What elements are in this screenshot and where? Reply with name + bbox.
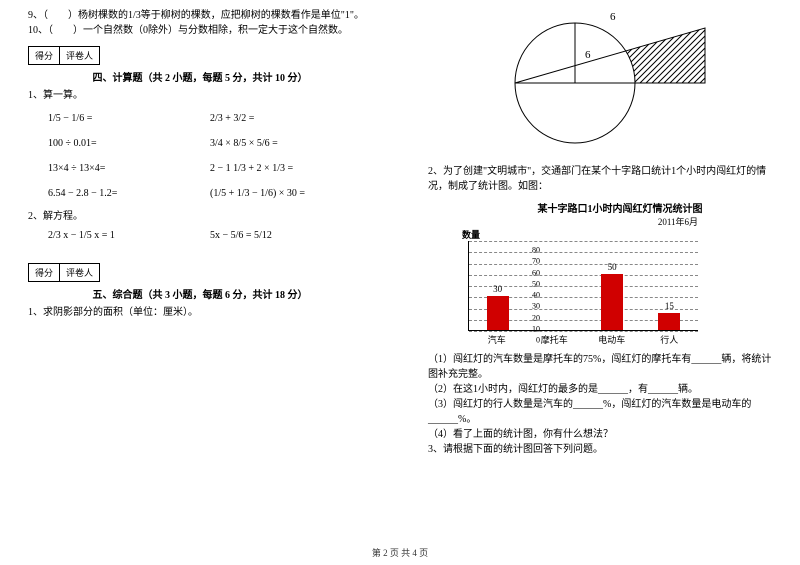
eq-1a: 1/5 − 1/6 = [28,113,210,124]
ytick: 50 [532,279,540,288]
eq-4b: (1/5 + 1/3 − 1/6) × 30 = [210,188,372,199]
ytick: 40 [532,291,540,300]
eq-4a: 6.54 − 2.8 − 1.2= [28,188,210,199]
bar-行人: 15 [658,313,680,330]
ytick: 80 [532,246,540,255]
x-label: 电动车 [583,331,641,346]
eq-5a: 2/3 x − 1/5 x = 1 [28,230,210,241]
grader-cell: 评卷人 [60,46,100,65]
q3: 3、请根据下面的统计图回答下列问题。 [428,442,772,457]
x-label: 摩托车 [526,331,584,346]
eq-2a: 100 ÷ 0.01= [28,138,210,149]
geometry-diagram: 6 6 [475,8,725,158]
x-label: 汽车 [468,331,526,346]
score-cell: 得分 [28,46,60,65]
eq-5b: 5x − 5/6 = 5/12 [210,230,372,241]
x-label: 行人 [641,331,699,346]
section-5-title: 五、综合题（共 3 小题，每题 6 分，共计 18 分） [28,286,372,301]
score-box-1: 得分 评卷人 [28,46,372,65]
chart-title: 某十字路口1小时内闯红灯情况统计图 [468,200,772,215]
bar-电动车: 50 [601,274,623,330]
eq-3b: 2 − 1 1/3 + 2 × 1/3 = [210,163,372,174]
ytick: 60 [532,268,540,277]
q2-intro: 2、为了创建"文明城市"，交通部门在某个十字路口统计1个小时内闯红灯的情况，制成… [428,164,772,194]
q2-sub2: （2）在这1小时内，闯红灯的最多的是______，有______辆。 [428,382,772,397]
ytick: 70 [532,257,540,266]
section-4-title: 四、计算题（共 2 小题，每题 5 分，共计 10 分） [28,69,372,84]
score-box-2: 得分 评卷人 [28,263,372,282]
bar-label: 15 [658,301,680,311]
bar-label: 30 [487,284,509,294]
score-cell: 得分 [28,263,60,282]
eq-2b: 3/4 × 8/5 × 5/6 = [210,138,372,149]
calc-q1: 1、算一算。 [28,88,372,103]
q2-sub3: （3）闯红灯的行人数量是汽车的______%，闯红灯的汽车数量是电动车的____… [428,397,772,427]
comp-q1: 1、求阴影部分的面积（单位：厘米）。 [28,305,372,320]
question-9: 9、（ ）杨树棵数的1/3等于柳树的棵数，应把柳树的棵数看作是单位"1"。 [28,8,372,23]
eq-1b: 2/3 + 3/2 = [210,113,372,124]
bar-chart: 某十字路口1小时内闯红灯情况统计图 2011年6月 数量 305015 汽车摩托… [468,200,772,346]
q2-sub4: （4）看了上面的统计图，你有什么想法？ [428,427,772,442]
ytick: 30 [532,302,540,311]
calc-q2: 2、解方程。 [28,209,372,224]
top-label: 6 [610,11,616,23]
page-footer: 第 2 页 共 4 页 [0,546,800,559]
chart-ylabel: 数量 [462,228,772,241]
radius-label: 6 [585,49,591,61]
grader-cell: 评卷人 [60,263,100,282]
ytick: 0 [536,336,540,345]
ytick: 10 [532,324,540,333]
bar-汽车: 30 [487,296,509,330]
bar-label: 50 [601,262,623,272]
chart-subtitle: 2011年6月 [468,215,698,228]
ytick: 20 [532,313,540,322]
q2-sub1: （1）闯红灯的汽车数量是摩托车的75%，闯红灯的摩托车有______辆，将统计图… [428,352,772,382]
question-10: 10、（ ）一个自然数（0除外）与分数相除，积一定大于这个自然数。 [28,23,372,38]
eq-3a: 13×4 ÷ 13×4= [28,163,210,174]
